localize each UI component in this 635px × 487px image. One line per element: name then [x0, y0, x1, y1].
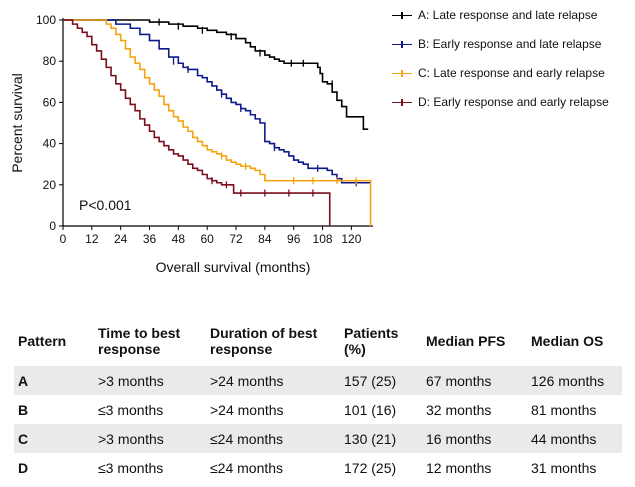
cell-median-pfs: 32 months — [426, 401, 492, 418]
legend-label-a: A: Late response and late relapse — [418, 8, 598, 22]
header-pattern: Pattern — [18, 333, 67, 349]
cell-median-os: 81 months — [531, 401, 597, 418]
x-tick-label: 0 — [60, 232, 67, 246]
cell-patients: 172 (25) — [344, 459, 397, 476]
cell-pattern: A — [14, 366, 94, 395]
cell-median-os: 31 months — [531, 459, 597, 476]
survival-curve-a — [63, 19, 369, 130]
table-header-row: Pattern Time to best response Duration o… — [14, 320, 622, 366]
cell-pattern: B — [18, 401, 29, 418]
x-tick-label: 84 — [258, 232, 272, 246]
y-tick-label: 80 — [43, 54, 57, 68]
x-tick-label: 96 — [287, 232, 301, 246]
cell-duration-of-best-response: >24 months — [206, 366, 340, 395]
x-tick-label: 108 — [313, 232, 333, 246]
legend-swatch-d — [392, 99, 412, 106]
cell-median-os: 44 months — [527, 424, 622, 453]
x-tick-label: 24 — [114, 232, 128, 246]
x-tick-label: 12 — [85, 232, 99, 246]
y-axis-label: Percent survival — [9, 73, 25, 173]
cell-time-to-best-response: >3 months — [94, 366, 206, 395]
y-tick-label: 60 — [43, 95, 57, 109]
cell-time-to-best-response: ≤3 months — [98, 401, 164, 418]
cell-median-pfs: 67 months — [422, 366, 527, 395]
cell-median-pfs: 12 months — [426, 459, 492, 476]
table-row: A >3 months >24 months 157 (25) 67 month… — [14, 366, 622, 395]
cell-median-os: 126 months — [527, 366, 622, 395]
y-tick-label: 0 — [49, 219, 56, 233]
legend-swatch-a — [392, 12, 412, 19]
header-median-pfs: Median PFS — [426, 333, 506, 349]
y-tick-label: 100 — [36, 13, 56, 27]
cell-pattern: C — [14, 424, 94, 453]
header-duration-of-best-response: Duration of best response — [210, 325, 318, 357]
y-tick-label: 40 — [43, 137, 57, 151]
table-row: C >3 months ≤24 months 130 (21) 16 month… — [14, 424, 622, 453]
survival-curve-d — [63, 19, 331, 226]
cell-pattern: D — [18, 459, 29, 476]
cell-patients: 157 (25) — [340, 366, 422, 395]
cell-duration-of-best-response: >24 months — [210, 401, 284, 418]
cell-duration-of-best-response: ≤24 months — [210, 459, 284, 476]
x-tick-label: 60 — [201, 232, 215, 246]
legend-label-c: C: Late response and early relapse — [418, 66, 605, 80]
cell-median-pfs: 16 months — [422, 424, 527, 453]
p-value-annotation: P<0.001 — [79, 197, 132, 213]
legend-label-b: B: Early response and late relapse — [418, 37, 602, 51]
cell-patients: 101 (16) — [344, 401, 397, 418]
pattern-summary-table: Pattern Time to best response Duration o… — [14, 320, 622, 482]
x-tick-label: 72 — [229, 232, 243, 246]
legend-swatch-c — [392, 70, 412, 77]
survival-chart: 0 20 40 60 80 100 0 12 24 36 48 60 72 84 96 108 120 Perc… — [9, 13, 373, 275]
cell-time-to-best-response: >3 months — [94, 424, 206, 453]
x-axis-label: Overall survival (months) — [156, 259, 311, 275]
header-median-os: Median OS — [531, 333, 604, 349]
x-tick-label: 120 — [341, 232, 361, 246]
cell-patients: 130 (21) — [340, 424, 422, 453]
header-time-to-best-response: Time to best response — [98, 325, 181, 357]
y-tick-label: 20 — [43, 178, 57, 192]
cell-duration-of-best-response: ≤24 months — [206, 424, 340, 453]
legend-swatch-b — [392, 41, 412, 48]
x-tick-label: 48 — [172, 232, 186, 246]
survival-curve-c — [63, 19, 372, 226]
table-row: D ≤3 months ≤24 months 172 (25) 12 month… — [14, 453, 622, 482]
header-patients: Patients (%) — [344, 325, 399, 357]
x-tick-label: 36 — [143, 232, 157, 246]
table-row: B ≤3 months >24 months 101 (16) 32 month… — [14, 395, 622, 424]
cell-time-to-best-response: ≤3 months — [98, 459, 164, 476]
survival-curve-b — [63, 19, 371, 184]
legend-label-d: D: Early response and early relapse — [418, 95, 609, 109]
